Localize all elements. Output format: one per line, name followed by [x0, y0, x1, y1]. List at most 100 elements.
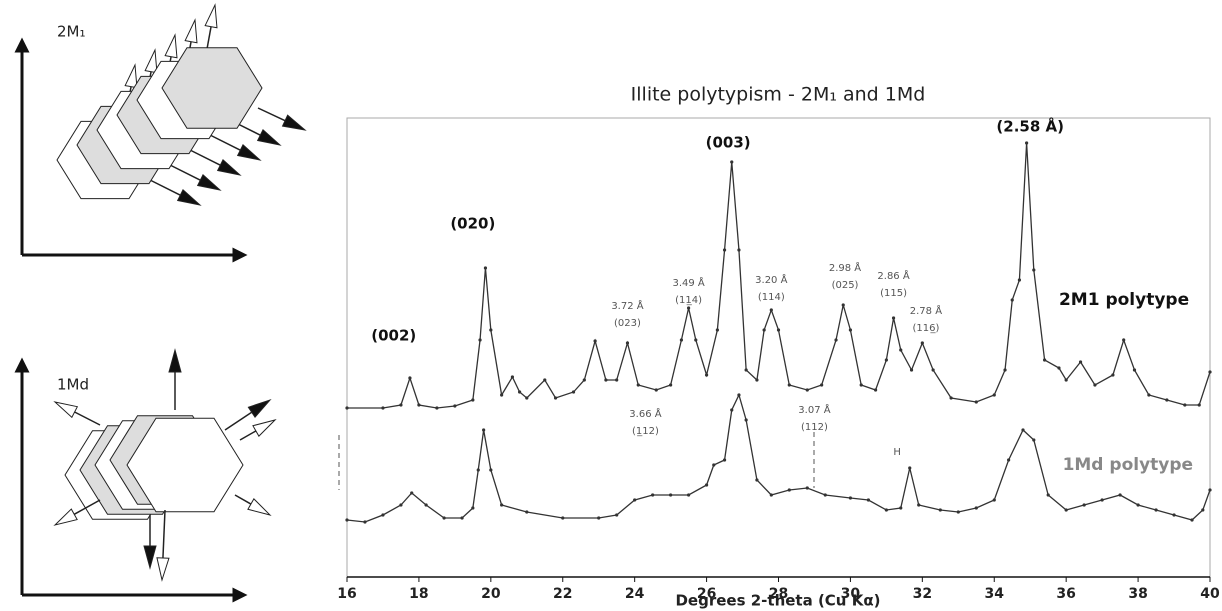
data-point [597, 516, 601, 520]
data-point [510, 375, 515, 379]
peak-label: (025) [832, 280, 859, 291]
data-point [381, 406, 385, 410]
data-point [1172, 513, 1176, 517]
diagram-arrowhead [53, 401, 79, 419]
diagram-arrow [239, 430, 257, 441]
x-axis-label: Degrees 2-theta (Cu Kα) [675, 592, 880, 610]
peak-label: 2.98 Å [829, 261, 861, 274]
data-point [1064, 378, 1068, 382]
data-point [744, 368, 748, 372]
data-point [704, 483, 709, 487]
data-point [1154, 508, 1158, 512]
data-point [873, 388, 878, 392]
data-point [615, 513, 619, 517]
diagram-arrowhead [256, 128, 282, 146]
data-point [931, 368, 935, 372]
x-tick-label: 16 [337, 586, 356, 602]
data-line [347, 142, 1211, 409]
data-point [442, 516, 446, 520]
data-point [899, 348, 903, 352]
data-point [712, 463, 716, 467]
x-tick-label: 30 [841, 586, 861, 602]
diagram-arrowhead [247, 398, 272, 419]
data-point [654, 388, 658, 392]
peak-label: (2.58 Å) [996, 117, 1064, 136]
data-point [848, 328, 853, 332]
data-point [363, 520, 367, 524]
data-point [489, 328, 493, 332]
data-point [571, 390, 576, 394]
data-point [730, 160, 734, 164]
x-tick-label: 20 [481, 586, 501, 602]
data-point [884, 508, 888, 512]
data-point [694, 338, 698, 342]
data-point [744, 418, 748, 422]
diagram-arrow [224, 411, 253, 431]
peak-label: H [893, 447, 901, 458]
data-point [604, 378, 608, 382]
data-point [834, 338, 838, 342]
diagram-arrow [149, 179, 181, 196]
data-point [737, 393, 741, 397]
data-point [891, 316, 896, 320]
data-point [722, 248, 727, 252]
data-point [769, 493, 773, 497]
data-point [1042, 358, 1047, 362]
data-point [737, 248, 741, 252]
peak-label: (023) [614, 318, 641, 329]
data-point [899, 506, 903, 510]
diagram-arrowhead [204, 3, 218, 29]
data-point [543, 378, 547, 382]
data-point [1201, 508, 1205, 512]
diagram-arrow [234, 494, 252, 505]
hexagon [126, 417, 244, 513]
diagram-arrowhead [247, 498, 272, 516]
data-point [453, 404, 457, 408]
data-point [823, 493, 827, 497]
data-point [1100, 498, 1104, 502]
data-point [1118, 493, 1122, 497]
data-point [489, 468, 493, 472]
data-point [787, 383, 791, 387]
data-point [1007, 458, 1011, 462]
data-point [345, 518, 349, 522]
diagram-arrowhead [168, 348, 182, 373]
peak-label: 2.86 Å [877, 269, 909, 282]
data-point [1132, 368, 1137, 372]
peak-label: (002) [371, 327, 416, 345]
data-point [687, 306, 691, 310]
data-point [787, 488, 791, 492]
data-point [1032, 438, 1036, 442]
hexagon [161, 47, 263, 129]
data-point [1093, 383, 1097, 387]
diagram-arrowhead [53, 508, 78, 526]
data-point [1197, 403, 1201, 407]
data-point [417, 403, 421, 407]
data-point [525, 510, 529, 514]
data-point [561, 516, 565, 520]
data-point [1017, 278, 1022, 282]
data-point [615, 378, 619, 382]
data-point [1136, 503, 1140, 507]
diagram-arrow [74, 411, 101, 426]
data-point [884, 358, 888, 362]
diagram-arrowhead [164, 33, 178, 59]
data-point [1010, 298, 1014, 302]
data-point [1064, 508, 1068, 512]
data-point [525, 396, 529, 400]
data-point [593, 339, 597, 343]
data-line [346, 393, 1211, 523]
diagram-arrowhead [143, 545, 157, 570]
data-point [553, 396, 558, 400]
peak-label: 3.66 Å [629, 407, 661, 420]
data-point [917, 503, 921, 507]
diagram-arrowhead [176, 188, 202, 206]
peak-label: (020) [450, 215, 495, 233]
peak-label: 3.07 Å [798, 403, 830, 416]
data-point [636, 383, 640, 387]
data-point [949, 396, 953, 400]
x-tick-label: 32 [913, 586, 932, 602]
data-point [1183, 403, 1187, 407]
peak-label: (116̲) [912, 323, 939, 334]
